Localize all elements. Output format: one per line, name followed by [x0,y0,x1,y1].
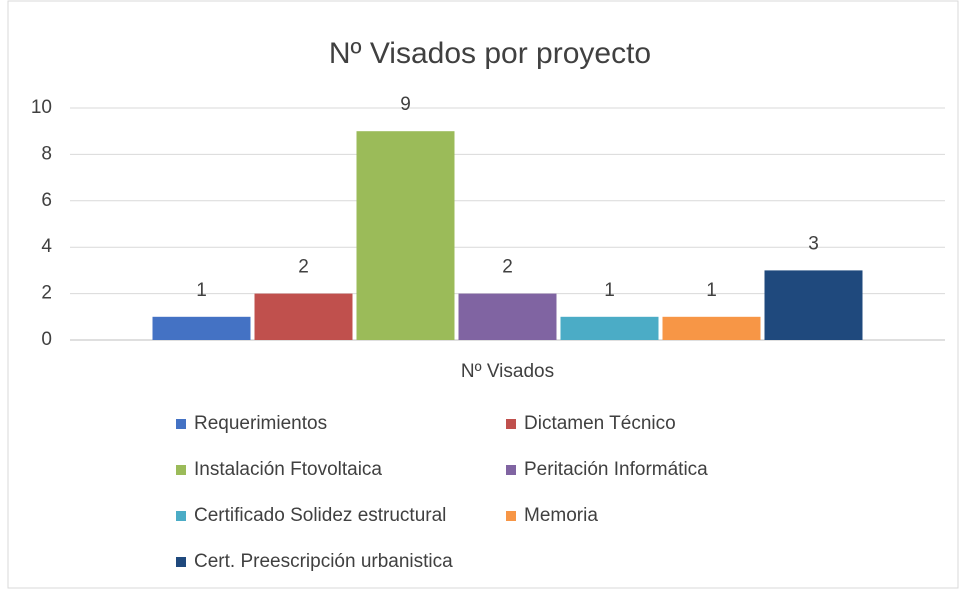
y-tick-label: 8 [41,143,52,164]
chart-title: Nº Visados por proyecto [329,37,651,70]
data-label: 9 [400,94,411,115]
legend-swatch [506,511,516,521]
data-label: 1 [604,280,615,301]
legend-swatch [176,465,186,475]
legend-swatch [176,557,186,567]
legend-label: Memoria [524,505,598,526]
y-tick-label: 10 [31,97,52,118]
legend-label: Dictamen Técnico [524,413,676,434]
legend-swatch [176,419,186,429]
bar [356,131,455,340]
legend-swatch [176,511,186,521]
bar [764,270,863,340]
y-tick-label: 4 [41,236,52,257]
bar [662,316,761,340]
legend-label: Requerimientos [194,413,327,434]
legend-label: Certificado Solidez estructural [194,505,446,526]
data-label: 1 [196,280,207,301]
legend-swatch [506,419,516,429]
bar [152,316,251,340]
data-label: 2 [502,257,513,278]
legend-swatch [506,465,516,475]
y-tick-label: 2 [41,283,52,304]
legend-label: Peritación Informática [524,459,708,480]
x-tick-label: Nº Visados [461,361,554,382]
data-label: 2 [298,257,309,278]
legend-label: Cert. Preescripción urbanistica [194,551,453,572]
data-label: 3 [808,233,819,254]
bar [560,316,659,340]
data-label: 1 [706,280,717,301]
bar [458,293,557,340]
y-tick-label: 6 [41,190,52,211]
legend-label: Instalación Ftovoltaica [194,459,382,480]
y-tick-label: 0 [41,329,52,350]
bar [254,293,353,340]
